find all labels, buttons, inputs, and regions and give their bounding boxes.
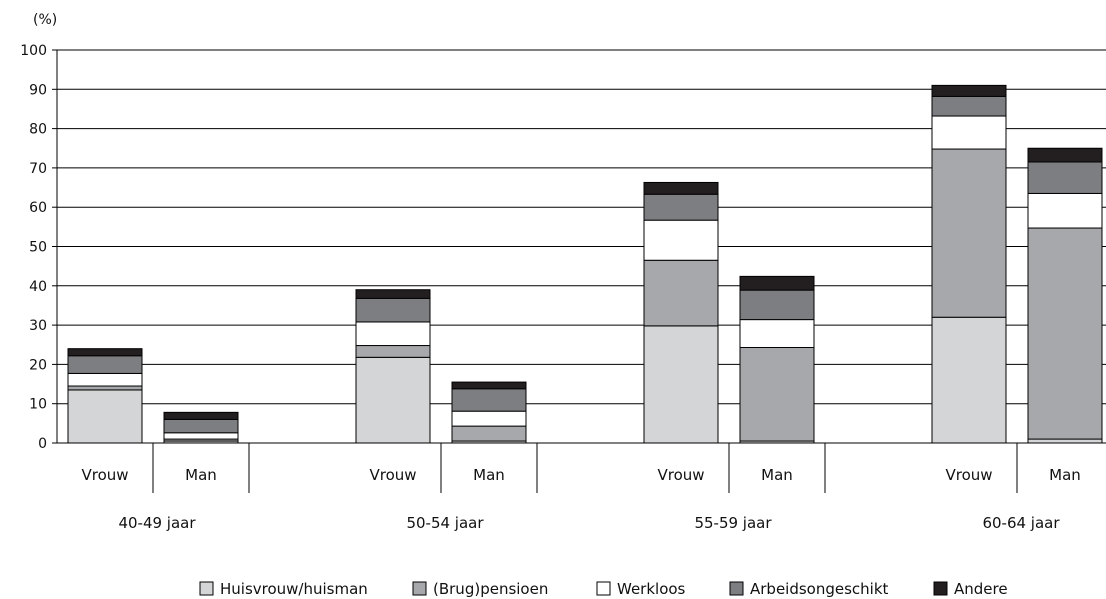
bar-man-5-series-3 — [739, 289, 815, 321]
bar-man-1-series-4 — [163, 411, 239, 420]
legend-swatch-0 — [199, 581, 214, 596]
legend-label-2: Werkloos — [617, 580, 686, 598]
y-axis-unit-label: (%) — [33, 12, 57, 28]
bar-vrouw-6-series-0 — [931, 316, 1007, 444]
x-category-label-4: Vrouw — [657, 466, 704, 484]
bar-vrouw-4-series-1 — [643, 259, 719, 327]
bar-vrouw-4-series-3 — [643, 193, 719, 221]
bar-vrouw-0-series-0 — [67, 389, 143, 444]
x-category-label-2: Vrouw — [369, 466, 416, 484]
bar-man-7-series-4 — [1027, 147, 1103, 163]
y-tick-label-80: 80 — [29, 122, 47, 138]
legend-label-3: Arbeidsongeschikt — [750, 580, 889, 598]
bars — [67, 84, 1103, 444]
legend-swatch-4 — [933, 581, 948, 596]
y-tick-label-60: 60 — [29, 200, 47, 216]
bar-man-3-series-2 — [451, 410, 527, 427]
bar-vrouw-6-series-1 — [931, 148, 1007, 318]
bar-vrouw-0-series-4 — [67, 348, 143, 357]
x-category-label-6: Vrouw — [945, 466, 992, 484]
y-tick-label-100: 100 — [20, 43, 47, 59]
bar-man-7-series-3 — [1027, 161, 1103, 194]
bar-man-7-series-1 — [1027, 227, 1103, 440]
gridlines — [57, 49, 1106, 405]
bar-vrouw-2-series-3 — [355, 297, 431, 323]
x-category-label-0: Vrouw — [81, 466, 128, 484]
bar-man-5-series-2 — [739, 319, 815, 349]
legend-label-0: Huisvrouw/huisman — [220, 580, 368, 598]
y-tick-label-20: 20 — [29, 357, 47, 373]
bar-vrouw-4-series-4 — [643, 181, 719, 195]
bar-vrouw-2-series-2 — [355, 321, 431, 347]
bar-vrouw-4-series-2 — [643, 219, 719, 261]
bar-vrouw-2-series-1 — [355, 345, 431, 358]
x-group-label-1: 50-54 jaar — [406, 514, 484, 532]
x-category-label-7: Man — [1049, 466, 1081, 484]
y-tick-label-40: 40 — [29, 279, 47, 295]
y-tick-label-0: 0 — [38, 436, 47, 452]
bar-vrouw-4-series-0 — [643, 325, 719, 444]
x-group-label-0: 40-49 jaar — [118, 514, 196, 532]
legend: Huisvrouw/huisman (Brug)pensioen Werkloos A… — [199, 580, 1008, 598]
x-group-label-2: 55-59 jaar — [694, 514, 772, 532]
x-category-label-5: Man — [761, 466, 793, 484]
bar-vrouw-6-series-3 — [931, 95, 1007, 117]
legend-swatch-2 — [596, 581, 611, 596]
legend-label-1: (Brug)pensioen — [433, 580, 548, 598]
bar-man-3-series-4 — [451, 381, 527, 390]
y-tick-label-10: 10 — [29, 397, 47, 413]
x-group-label-3: 60-64 jaar — [982, 514, 1060, 532]
bar-man-7-series-2 — [1027, 192, 1103, 229]
y-tick-label-70: 70 — [29, 161, 47, 177]
y-tick-label-90: 90 — [29, 82, 47, 98]
bar-man-5-series-1 — [739, 347, 815, 442]
axes — [52, 49, 1106, 493]
bar-man-1-series-2 — [163, 432, 239, 440]
legend-swatch-3 — [729, 581, 744, 596]
legend-swatch-1 — [412, 581, 427, 596]
bar-man-7-series-0 — [1027, 438, 1103, 444]
bar-vrouw-6-series-4 — [931, 84, 1007, 97]
bar-vrouw-0-series-2 — [67, 372, 143, 387]
bar-man-5-series-4 — [739, 275, 815, 291]
bar-man-1-series-3 — [163, 418, 239, 434]
bar-vrouw-0-series-3 — [67, 355, 143, 374]
bar-vrouw-2-series-4 — [355, 289, 431, 299]
x-category-label-3: Man — [473, 466, 505, 484]
bar-man-3-series-1 — [451, 425, 527, 442]
y-tick-label-30: 30 — [29, 318, 47, 334]
x-category-label-1: Man — [185, 466, 217, 484]
bar-vrouw-2-series-0 — [355, 356, 431, 444]
legend-label-4: Andere — [954, 580, 1008, 598]
bar-vrouw-0-series-1 — [67, 385, 143, 391]
y-tick-label-50: 50 — [29, 240, 47, 256]
bar-man-3-series-3 — [451, 388, 527, 412]
bar-vrouw-6-series-2 — [931, 115, 1007, 150]
axis-labels: 0 10 20 30 40 50 60 70 80 90 100 Vrouw Man Vrouw Man Vr… — [20, 43, 1081, 532]
